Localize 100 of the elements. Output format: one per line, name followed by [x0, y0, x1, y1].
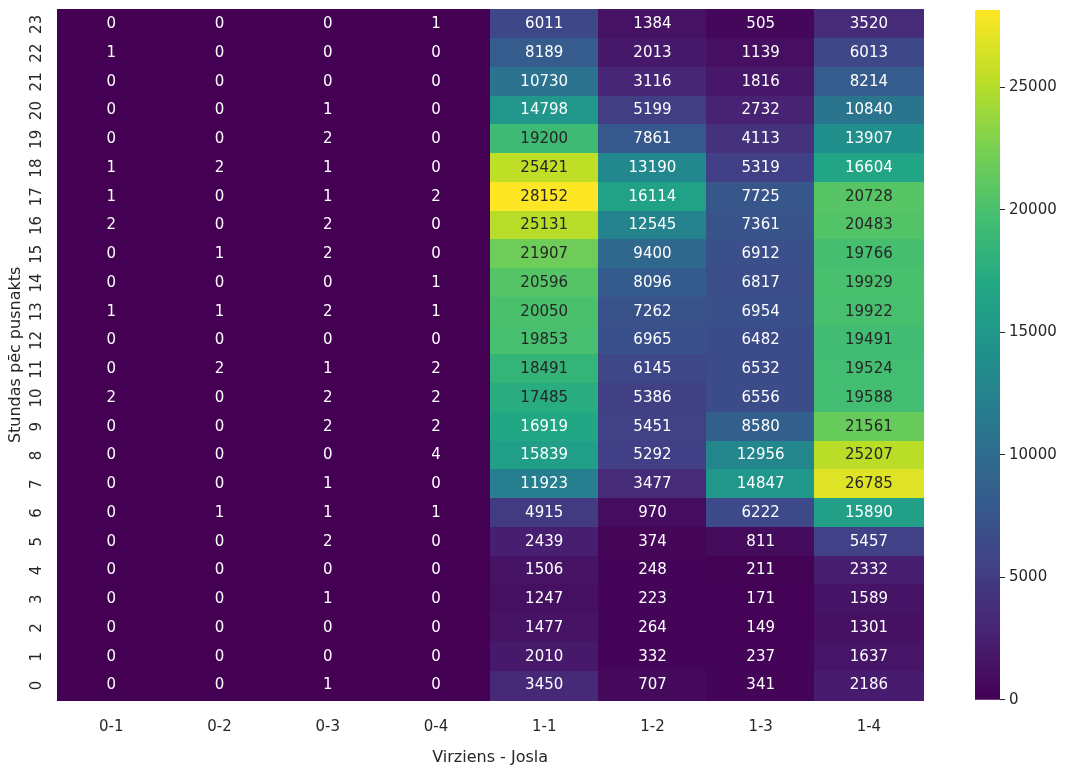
- data-label: 0: [322, 560, 333, 579]
- y-tick-label: 22: [26, 43, 45, 63]
- data-label: 5292: [633, 445, 672, 464]
- data-label: 237: [746, 646, 775, 665]
- data-label: 16604: [845, 157, 893, 176]
- data-label: 7725: [741, 186, 780, 205]
- data-label: 1: [106, 157, 117, 176]
- data-label: 19929: [845, 272, 893, 291]
- data-label: 1477: [525, 617, 564, 636]
- data-label: 2: [106, 387, 117, 406]
- data-label: 2439: [525, 531, 564, 550]
- data-label: 505: [746, 14, 775, 33]
- data-label: 0: [431, 244, 441, 263]
- data-label: 1384: [633, 14, 672, 33]
- data-label: 3520: [849, 14, 888, 33]
- data-label: 2: [214, 359, 225, 378]
- data-label: 6532: [741, 359, 780, 378]
- data-label: 0: [106, 330, 117, 349]
- data-label: 7361: [741, 215, 780, 234]
- data-label: 0: [214, 43, 225, 61]
- data-label: 6556: [741, 387, 780, 406]
- data-label: 0: [214, 129, 225, 148]
- data-label: 14847: [736, 474, 785, 493]
- y-tick-label: 18: [26, 158, 45, 178]
- data-label: 20728: [845, 186, 893, 205]
- y-tick-label: 12: [26, 330, 45, 351]
- data-label: 2: [322, 531, 333, 550]
- data-label: 5457: [849, 531, 888, 550]
- data-label: 11923: [520, 474, 569, 493]
- data-label: 0: [214, 474, 225, 493]
- data-label: 2186: [849, 675, 888, 694]
- data-label: 6222: [741, 502, 780, 521]
- x-tick-label: 1-1: [531, 716, 557, 735]
- data-label: 1: [322, 474, 333, 493]
- data-label: 0: [106, 14, 117, 33]
- y-tick-label: 3: [26, 594, 45, 604]
- data-label: 0: [322, 272, 333, 291]
- data-label: 16114: [628, 186, 677, 205]
- x-tick-label: 0-2: [207, 716, 232, 735]
- data-label: 28152: [520, 186, 569, 205]
- data-label: 0: [431, 215, 441, 234]
- data-label: 1589: [849, 589, 888, 608]
- data-label: 7262: [633, 301, 672, 320]
- y-tick-label: 21: [26, 72, 45, 92]
- data-label: 19766: [845, 244, 893, 263]
- data-label: 18491: [520, 359, 569, 378]
- data-label: 2010: [525, 646, 564, 665]
- data-label: 0: [106, 445, 117, 464]
- data-label: 0: [106, 531, 117, 550]
- data-label: 25421: [520, 157, 569, 176]
- data-label: 2732: [741, 100, 780, 119]
- data-label: 10730: [520, 71, 569, 90]
- data-label: 1: [106, 301, 117, 320]
- color-bar-label: 25000: [1009, 77, 1057, 96]
- data-label: 2: [322, 129, 333, 148]
- data-label: 8580: [741, 416, 780, 435]
- data-label: 1: [322, 157, 333, 176]
- data-label: 13190: [628, 157, 677, 176]
- data-label: 0: [214, 560, 225, 579]
- data-label: 0: [214, 272, 225, 291]
- data-label: 0: [106, 129, 117, 148]
- data-label: 8189: [525, 43, 564, 61]
- data-label: 0: [214, 14, 225, 33]
- data-label: 0: [106, 502, 117, 521]
- data-label: 0: [431, 617, 441, 636]
- data-label: 0: [431, 474, 441, 493]
- y-tick-label: 4: [26, 565, 45, 576]
- x-axis-title: Virziens - Josla: [432, 746, 549, 766]
- data-label: 16919: [520, 416, 569, 435]
- data-label: 0: [214, 71, 225, 90]
- data-label: 0: [214, 617, 225, 636]
- data-label: 0: [106, 244, 117, 263]
- data-label: 811: [746, 531, 775, 550]
- data-label: 970: [638, 502, 667, 521]
- data-label: 19853: [520, 330, 569, 349]
- data-label: 341: [746, 675, 775, 694]
- y-tick-label: 13: [26, 302, 45, 322]
- data-label: 3477: [633, 474, 672, 493]
- data-label: 5386: [633, 387, 672, 406]
- data-label: 1: [322, 100, 333, 119]
- data-label: 0: [106, 589, 117, 608]
- y-tick-label: 14: [26, 273, 45, 293]
- data-label: 0: [106, 71, 117, 90]
- data-label: 707: [638, 675, 667, 694]
- x-tick-label: 0-4: [423, 716, 449, 735]
- data-label: 0: [214, 330, 225, 349]
- data-label: 0: [431, 100, 441, 119]
- data-label: 1: [214, 502, 225, 521]
- data-label: 0: [322, 14, 333, 33]
- data-label: 0: [431, 43, 441, 61]
- data-label: 2: [322, 215, 333, 234]
- data-label: 21907: [520, 244, 569, 263]
- data-label: 25131: [520, 215, 569, 234]
- data-label: 2: [431, 186, 441, 205]
- data-label: 19922: [845, 301, 893, 320]
- data-label: 2: [431, 359, 441, 378]
- data-label: 9400: [633, 244, 672, 263]
- data-label: 0: [431, 157, 441, 176]
- color-bar-label: 20000: [1009, 199, 1057, 218]
- data-label: 0: [431, 589, 441, 608]
